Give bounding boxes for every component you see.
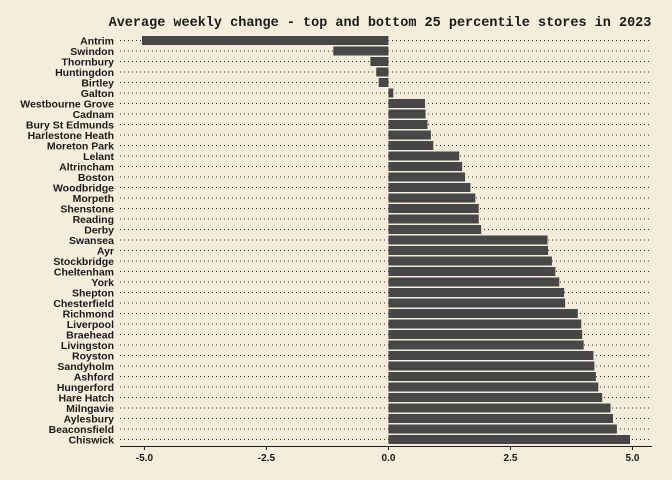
category-label: Sandyholm	[57, 361, 114, 373]
bars	[141, 36, 631, 444]
bar	[388, 99, 426, 108]
bar	[388, 183, 471, 192]
bar	[388, 330, 583, 339]
bar	[388, 162, 463, 171]
category-label: Lelant	[83, 151, 114, 163]
bar	[388, 109, 426, 119]
y-axis-labels: AntrimSwindonThornburyHuntingdonBirtleyG…	[20, 35, 114, 446]
category-label: Harlestone Heath	[28, 130, 114, 142]
x-axis-ticks: -5.0 -2.5 0.0 2.5 5.0	[136, 446, 640, 464]
category-label: Morpeth	[73, 193, 114, 205]
bar	[388, 151, 460, 161]
category-label: Richmond	[63, 308, 114, 320]
bar	[388, 340, 584, 350]
bar	[141, 36, 389, 45]
bar	[388, 256, 552, 266]
category-label: Altrincham	[59, 161, 114, 173]
category-label: York	[91, 277, 114, 289]
category-label: Woodbridge	[53, 182, 114, 194]
category-label: Liverpool	[67, 319, 114, 331]
category-label: Cheltenham	[54, 266, 114, 278]
bar	[333, 46, 389, 56]
bar	[388, 120, 428, 129]
category-label: Galton	[81, 88, 114, 100]
bar	[388, 351, 594, 360]
bar	[388, 214, 479, 224]
category-label: Boston	[78, 172, 114, 184]
category-label: Milngavie	[66, 403, 114, 415]
category-label: Livingston	[61, 340, 114, 352]
bar	[388, 372, 596, 381]
category-label: Cadnam	[73, 109, 114, 121]
bar	[388, 435, 631, 444]
bar	[388, 267, 556, 276]
category-label: Ashford	[74, 371, 114, 383]
category-label: Aylesbury	[64, 413, 115, 425]
category-label: Beaconsfield	[49, 424, 114, 436]
bar	[388, 246, 549, 255]
category-label: Huntingdon	[55, 67, 114, 79]
bar	[370, 57, 389, 66]
category-label: Birtley	[81, 77, 114, 89]
category-label: Reading	[73, 214, 114, 226]
bar	[388, 298, 566, 308]
bar	[388, 88, 394, 98]
bar	[388, 225, 482, 234]
category-label: Chiswick	[68, 434, 114, 446]
bar	[388, 319, 582, 329]
bar	[388, 403, 611, 413]
category-label: Thornbury	[62, 56, 115, 68]
category-label: Westbourne Grove	[20, 98, 114, 110]
bar	[388, 277, 560, 287]
category-label: Hungerford	[57, 382, 114, 394]
category-label: Braehead	[66, 329, 114, 341]
category-label: Hare Hatch	[59, 392, 114, 404]
bar	[388, 382, 599, 392]
category-label: Chesterfield	[53, 298, 114, 310]
bar	[388, 288, 565, 297]
bar	[388, 235, 548, 245]
category-label: Ayr	[97, 245, 114, 257]
bar	[388, 414, 613, 423]
bar	[388, 309, 578, 318]
bar	[388, 393, 603, 402]
category-label: Antrim	[80, 35, 114, 47]
x-tick-label: 2.5	[504, 453, 518, 464]
bar	[376, 67, 389, 77]
category-label: Moreton Park	[47, 140, 114, 152]
category-label: Royston	[72, 350, 114, 362]
category-label: Shenstone	[60, 203, 114, 215]
bar	[388, 424, 617, 434]
bar	[388, 193, 476, 203]
gridlines	[120, 40, 652, 440]
x-tick-label: -2.5	[258, 453, 276, 464]
category-label: Derby	[84, 224, 114, 236]
bar	[388, 361, 595, 371]
bar	[388, 130, 431, 140]
bar	[378, 78, 389, 87]
bar	[388, 172, 466, 182]
x-tick-label: -5.0	[136, 453, 154, 464]
chart-title: Average weekly change - top and bottom 2…	[109, 16, 652, 31]
category-label: Swansea	[69, 235, 114, 247]
category-label: Stockbridge	[53, 256, 114, 268]
bar	[388, 204, 479, 213]
category-label: Bury St Edmunds	[26, 119, 114, 131]
bar	[388, 141, 434, 150]
x-tick-label: 5.0	[626, 453, 640, 464]
x-tick-label: 0.0	[381, 453, 395, 464]
category-label: Shepton	[72, 287, 114, 299]
category-label: Swindon	[70, 46, 114, 58]
